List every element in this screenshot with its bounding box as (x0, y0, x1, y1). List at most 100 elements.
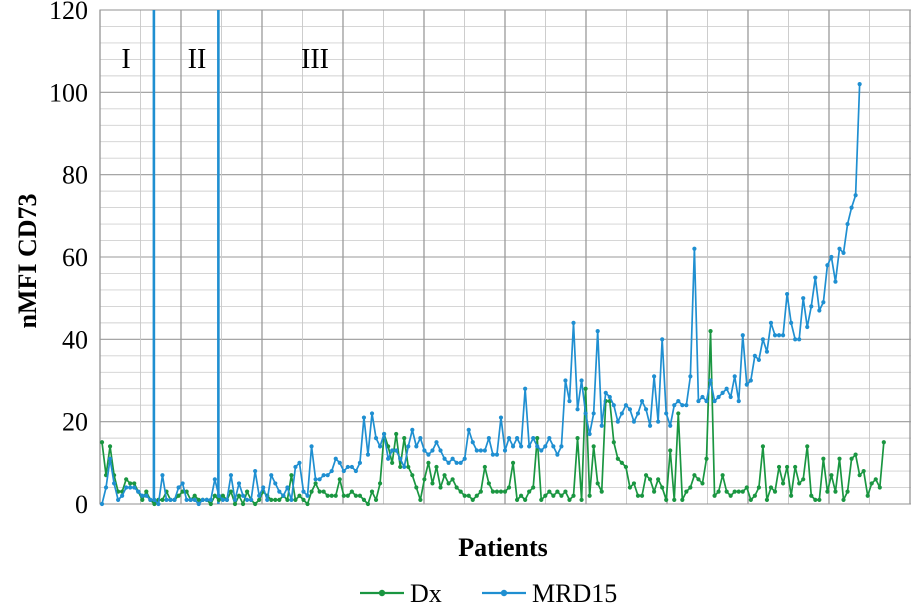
point-dx (776, 464, 782, 470)
point-dx (595, 481, 600, 486)
point-mrd15 (196, 501, 201, 507)
point-mrd15 (833, 279, 838, 284)
point-dx (140, 497, 145, 502)
series-line-mrd15 (101, 84, 861, 505)
point-mrd15 (269, 473, 274, 478)
point-dx (748, 497, 753, 502)
point-dx (273, 497, 278, 502)
point-dx (817, 497, 822, 502)
point-mrd15 (281, 493, 286, 498)
point-mrd15 (184, 497, 189, 502)
point-dx (591, 444, 596, 449)
point-dx (458, 489, 463, 494)
point-dx (257, 497, 262, 502)
point-mrd15 (514, 436, 520, 441)
x-axis-title: Patients (458, 533, 548, 562)
point-mrd15 (160, 473, 165, 478)
point-dx (571, 493, 576, 498)
point-mrd15 (627, 407, 633, 412)
point-dx (498, 489, 504, 494)
point-mrd15 (249, 497, 254, 502)
point-dx (881, 440, 886, 445)
point-mrd15 (369, 411, 375, 416)
point-mrd15 (438, 448, 443, 453)
point-mrd15 (680, 403, 685, 408)
point-dx (527, 489, 532, 494)
point-mrd15 (172, 497, 177, 502)
point-mrd15 (857, 82, 862, 87)
point-mrd15 (253, 468, 258, 474)
point-dx (579, 497, 584, 502)
point-dx (797, 481, 802, 486)
point-mrd15 (414, 444, 419, 449)
point-dx (813, 497, 818, 502)
point-mrd15 (527, 444, 532, 449)
point-mrd15 (635, 411, 641, 416)
point-dx (801, 477, 806, 482)
point-dx (619, 460, 624, 465)
point-mrd15 (107, 456, 113, 461)
point-dx (297, 493, 302, 498)
point-dx (269, 497, 274, 502)
point-mrd15 (168, 497, 173, 502)
point-mrd15 (704, 398, 709, 404)
point-dx (825, 489, 830, 494)
point-mrd15 (531, 436, 536, 441)
point-dx (547, 489, 552, 494)
point-mrd15 (720, 390, 725, 395)
point-dx (365, 501, 371, 507)
point-mrd15 (136, 489, 141, 494)
point-dx (785, 464, 790, 470)
point-mrd15 (647, 423, 653, 428)
point-dx (752, 493, 757, 498)
point-dx (789, 493, 794, 498)
point-dx (345, 493, 350, 498)
point-mrd15 (708, 378, 713, 383)
point-mrd15 (825, 263, 830, 268)
point-dx (132, 481, 137, 486)
point-mrd15 (805, 324, 810, 330)
point-mrd15 (583, 411, 588, 416)
point-mrd15 (406, 444, 411, 449)
point-dx (664, 497, 669, 502)
point-dx (470, 497, 475, 502)
point-mrd15 (261, 485, 266, 490)
point-dx (873, 477, 878, 482)
point-mrd15 (394, 448, 399, 453)
point-mrd15 (744, 382, 749, 387)
point-mrd15 (652, 374, 657, 379)
point-dx (724, 489, 729, 494)
point-mrd15 (329, 468, 334, 474)
point-mrd15 (599, 423, 604, 428)
point-mrd15 (426, 452, 431, 457)
point-mrd15 (615, 419, 620, 424)
point-mrd15 (442, 456, 447, 461)
point-dx (744, 485, 749, 490)
point-dx (390, 460, 395, 465)
point-mrd15 (293, 464, 298, 470)
point-dx (490, 489, 496, 494)
point-dx (349, 489, 354, 494)
point-mrd15 (120, 493, 125, 498)
legend-item-mrd15: MRD15 (482, 579, 617, 604)
point-mrd15 (567, 398, 572, 404)
region-label-i: I (121, 44, 130, 75)
point-dx (756, 485, 761, 490)
point-mrd15 (144, 493, 149, 498)
point-mrd15 (579, 378, 584, 383)
y-tick-label-80: 80 (62, 161, 88, 190)
point-mrd15 (124, 485, 129, 490)
point-dx (821, 456, 826, 461)
point-dx (523, 497, 528, 502)
point-dx (462, 493, 467, 498)
point-mrd15 (656, 419, 661, 424)
point-mrd15 (418, 436, 423, 441)
point-mrd15 (668, 423, 673, 428)
point-mrd15 (813, 275, 818, 280)
point-mrd15 (785, 291, 790, 297)
point-dx (740, 489, 745, 494)
point-dx (861, 468, 866, 474)
point-mrd15 (494, 452, 500, 457)
y-tick-label-100: 100 (49, 78, 88, 107)
point-mrd15 (486, 436, 491, 441)
